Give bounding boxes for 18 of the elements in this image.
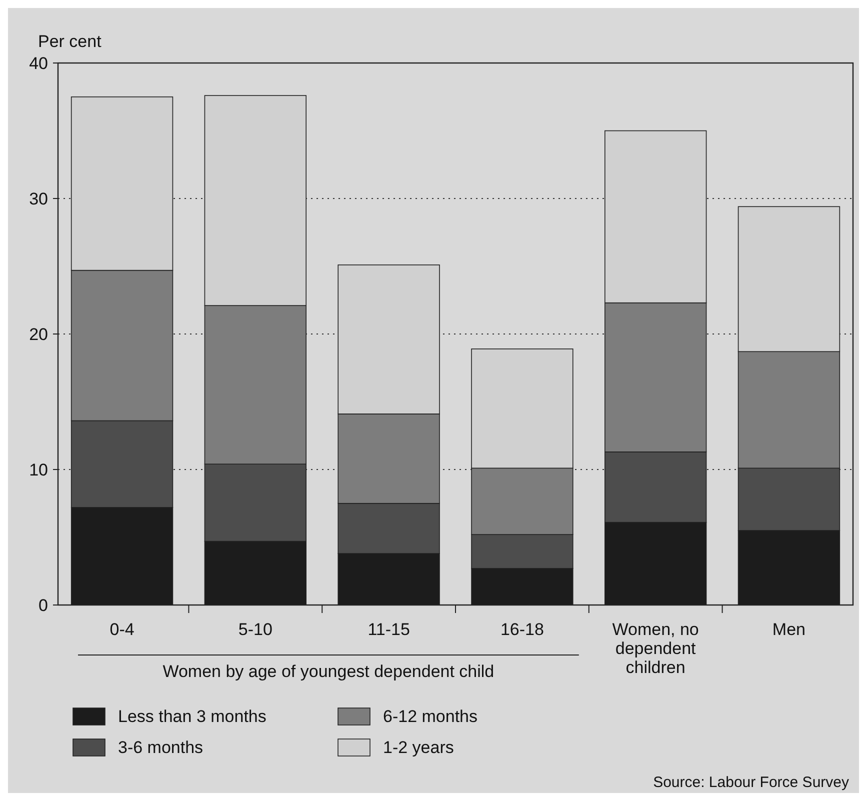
y-axis-title: Per cent: [38, 32, 102, 51]
x-axis-title: Women by age of youngest dependent child: [162, 662, 494, 681]
x-tick-label: Men: [772, 620, 806, 639]
x-tick-label: 16-18: [500, 620, 544, 639]
legend-label: Less than 3 months: [118, 707, 266, 726]
legend-label: 6-12 months: [383, 707, 478, 726]
y-tick-label: 20: [29, 324, 48, 344]
y-tick-label: 10: [29, 460, 48, 480]
legend-label: 3-6 months: [118, 738, 204, 757]
source-note: Source: Labour Force Survey: [653, 774, 850, 791]
x-tick-label: Women, no dependent children: [612, 620, 699, 677]
x-tick-label: 11-15: [368, 620, 410, 639]
y-tick-label: 40: [29, 54, 48, 73]
legend-label: 1-2 years: [383, 738, 454, 757]
y-tick-label: 0: [38, 596, 48, 615]
x-tick-label: 5-10: [238, 620, 272, 639]
y-tick-label: 30: [29, 189, 48, 208]
x-tick-label: 0-4: [110, 620, 134, 639]
